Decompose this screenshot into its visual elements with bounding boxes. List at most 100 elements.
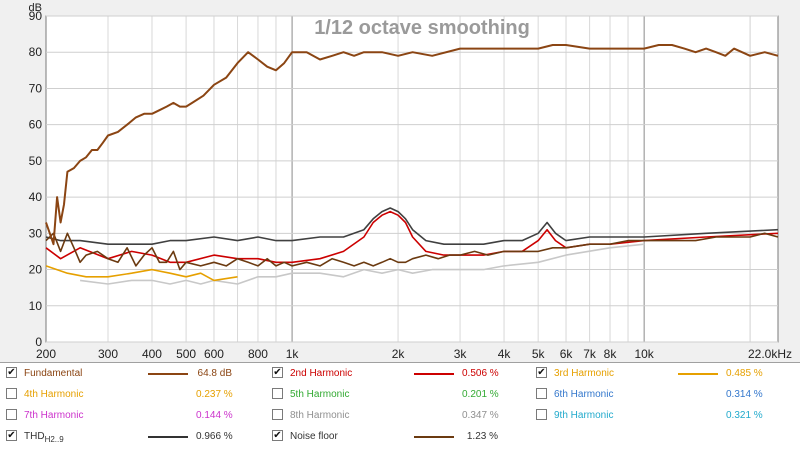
legend-checkbox[interactable]: ✔ bbox=[6, 367, 17, 378]
y-tick-label: 30 bbox=[29, 226, 43, 240]
x-tick-label: 7k bbox=[583, 347, 597, 361]
legend-item: 5th Harmonic 0.201 % bbox=[266, 384, 528, 405]
x-tick-label: 10k bbox=[634, 347, 654, 361]
y-tick-label: 80 bbox=[29, 45, 43, 59]
legend-label-text: Noise floor bbox=[290, 431, 338, 442]
series-line-thd-h2-9 bbox=[45, 207, 779, 245]
y-tick-label: 70 bbox=[29, 81, 43, 95]
legend-label: Fundamental bbox=[24, 368, 82, 379]
legend-label: 6th Harmonic bbox=[554, 389, 613, 400]
x-tick-label: 200 bbox=[36, 347, 56, 361]
legend-value: 0.237 % bbox=[196, 389, 233, 400]
x-tick-label: 6k bbox=[560, 347, 574, 361]
legend-value: 0.321 % bbox=[726, 410, 763, 421]
y-axis-label: dB bbox=[29, 2, 42, 14]
legend-label-text: 3rd Harmonic bbox=[554, 368, 615, 379]
legend-item: ✔ Fundamental 64.8 dB bbox=[0, 363, 262, 384]
x-tick-label: 1k bbox=[286, 347, 300, 361]
series-line-fundamental bbox=[45, 44, 779, 246]
x-tick-label: 4k bbox=[498, 347, 512, 361]
legend-label: THDH2..9 bbox=[24, 431, 64, 444]
legend-label-text: 5th Harmonic bbox=[290, 389, 350, 400]
y-tick-label: 50 bbox=[29, 154, 43, 168]
x-tick-label: 8k bbox=[604, 347, 618, 361]
plot-background bbox=[45, 15, 779, 343]
legend-value: 0.506 % bbox=[462, 368, 499, 379]
legend-item: 7th Harmonic 0.144 % bbox=[0, 405, 262, 426]
legend-value: 0.966 % bbox=[196, 431, 233, 442]
legend-label: 5th Harmonic bbox=[290, 389, 349, 400]
legend-checkbox[interactable]: ✔ bbox=[536, 367, 547, 378]
legend-item: ✔ 2nd Harmonic 0.506 % bbox=[266, 363, 528, 384]
legend-label: 4th Harmonic bbox=[24, 389, 83, 400]
legend-item: ✔ THDH2..9 0.966 % bbox=[0, 426, 262, 447]
x-tick-label: 600 bbox=[204, 347, 224, 361]
series-group bbox=[45, 44, 779, 285]
legend-swatch bbox=[414, 373, 454, 375]
chart-area: 0 10 20 30 40 50 60 70 80 90 dB 200 300 400 500 600 800 1… bbox=[29, 2, 792, 361]
series-line-8th-harmonic bbox=[79, 243, 645, 285]
legend-label-text: 2nd Harmonic bbox=[290, 368, 353, 379]
legend-swatch bbox=[148, 373, 188, 375]
legend-checkbox[interactable]: ✔ bbox=[6, 430, 17, 441]
legend-item: 9th Harmonic 0.321 % bbox=[530, 405, 792, 426]
y-tick-label: 40 bbox=[29, 190, 43, 204]
legend-label: 3rd Harmonic bbox=[554, 368, 614, 379]
legend-value: 64.8 dB bbox=[197, 368, 232, 379]
chart-title: 1/12 octave smoothing bbox=[314, 17, 530, 39]
legend-label: Noise floor bbox=[290, 431, 338, 442]
legend-label-text: 6th Harmonic bbox=[554, 389, 614, 400]
x-tick-label: 3k bbox=[454, 347, 468, 361]
x-tick-label: 400 bbox=[142, 347, 162, 361]
legend-checkbox[interactable]: ✔ bbox=[272, 367, 283, 378]
series-line-3rd-harmonic bbox=[45, 265, 238, 282]
legend-label-subscript: H2..9 bbox=[44, 435, 64, 444]
x-tick-label: 22.0kHz bbox=[748, 347, 792, 361]
legend-item: 4th Harmonic 0.237 % bbox=[0, 384, 262, 405]
series-line-2nd-harmonic bbox=[45, 210, 779, 264]
legend-swatch bbox=[148, 436, 188, 438]
y-tick-label: 10 bbox=[29, 299, 43, 313]
legend-item: ✔ Noise floor 1.23 % bbox=[266, 426, 528, 447]
legend-checkbox[interactable] bbox=[6, 409, 17, 420]
grid-group bbox=[46, 15, 778, 343]
legend-item: ✔ 3rd Harmonic 0.485 % bbox=[530, 363, 792, 384]
legend-label: 8th Harmonic bbox=[290, 410, 349, 421]
legend-label: 2nd Harmonic bbox=[290, 368, 352, 379]
legend-panel: ✔ Fundamental 64.8 dB ✔ 2nd Harmonic 0.506 % ✔… bbox=[0, 362, 800, 449]
legend-row: 7th Harmonic 0.144 % 8th Harmonic 0.347 % 9t… bbox=[0, 405, 800, 426]
x-tick-label: 800 bbox=[248, 347, 268, 361]
legend-row: ✔ Fundamental 64.8 dB ✔ 2nd Harmonic 0.506 % ✔… bbox=[0, 363, 800, 384]
legend-row: ✔ THDH2..9 0.966 % ✔ Noise floor 1.23 % bbox=[0, 426, 800, 447]
legend-label-text: 8th Harmonic bbox=[290, 410, 350, 421]
series-line-noise-floor bbox=[45, 232, 779, 271]
legend-checkbox[interactable] bbox=[6, 388, 17, 399]
legend-label-text: Fundamental bbox=[24, 368, 83, 379]
legend-value: 0.144 % bbox=[196, 410, 233, 421]
x-tick-label: 5k bbox=[532, 347, 546, 361]
x-tick-label: 500 bbox=[176, 347, 196, 361]
legend-checkbox[interactable] bbox=[536, 409, 547, 420]
legend-value: 0.485 % bbox=[726, 368, 763, 379]
legend-label-text: THD bbox=[24, 431, 45, 442]
legend-label-text: 9th Harmonic bbox=[554, 410, 614, 421]
legend-checkbox[interactable]: ✔ bbox=[272, 430, 283, 441]
y-tick-label: 90 bbox=[29, 9, 43, 23]
legend-value: 0.201 % bbox=[462, 389, 499, 400]
legend-value: 0.347 % bbox=[462, 410, 499, 421]
legend-label-text: 4th Harmonic bbox=[24, 389, 84, 400]
x-tick-label: 2k bbox=[392, 347, 406, 361]
legend-value: 0.314 % bbox=[726, 389, 763, 400]
x-tick-label: 300 bbox=[98, 347, 118, 361]
legend-checkbox[interactable] bbox=[272, 409, 283, 420]
legend-label-text: 7th Harmonic bbox=[24, 410, 84, 421]
legend-row: 4th Harmonic 0.237 % 5th Harmonic 0.201 % 6t… bbox=[0, 384, 800, 405]
legend-swatch bbox=[414, 436, 454, 438]
y-tick-label: 60 bbox=[29, 118, 43, 132]
legend-item: 6th Harmonic 0.314 % bbox=[530, 384, 792, 405]
legend-checkbox[interactable] bbox=[272, 388, 283, 399]
legend-checkbox[interactable] bbox=[536, 388, 547, 399]
legend-label: 9th Harmonic bbox=[554, 410, 613, 421]
y-tick-label: 20 bbox=[29, 263, 43, 277]
